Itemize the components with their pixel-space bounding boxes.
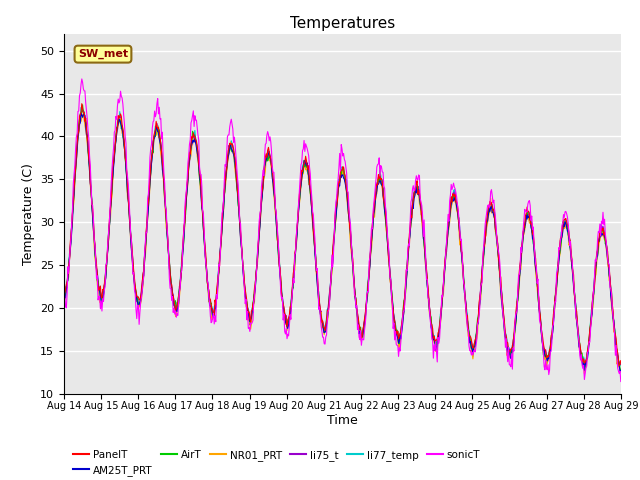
Legend: PanelT, AM25T_PRT, AirT, NR01_PRT, li75_t, li77_temp, sonicT: PanelT, AM25T_PRT, AirT, NR01_PRT, li75_… [69, 445, 484, 480]
Y-axis label: Temperature (C): Temperature (C) [22, 163, 35, 264]
X-axis label: Time: Time [327, 414, 358, 427]
Title: Temperatures: Temperatures [290, 16, 395, 31]
Text: SW_met: SW_met [78, 49, 128, 59]
